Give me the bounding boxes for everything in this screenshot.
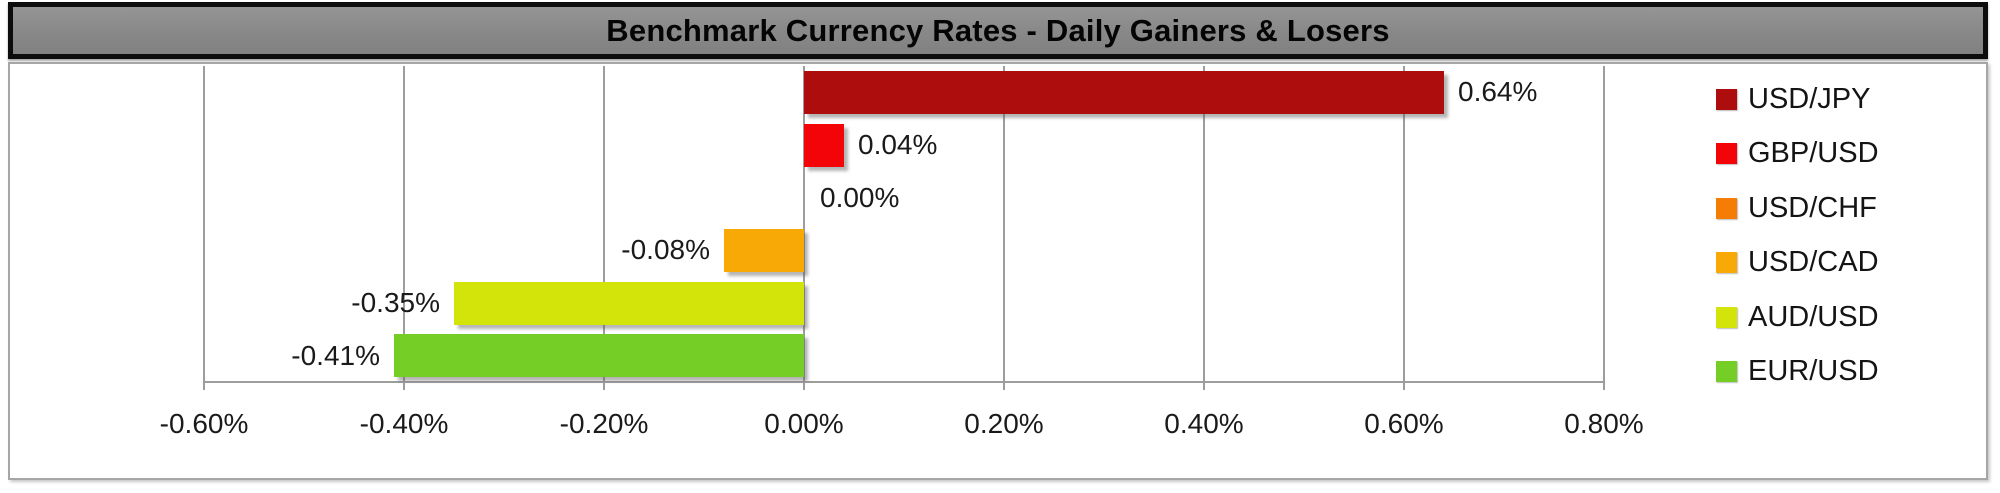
bar-eur-usd bbox=[394, 334, 804, 378]
legend-label: EUR/USD bbox=[1748, 355, 1879, 387]
legend-swatch bbox=[1716, 143, 1737, 164]
bar-value-label: 0.64% bbox=[1458, 76, 1538, 108]
axis-tick bbox=[1003, 382, 1005, 390]
bar-value-label: 0.00% bbox=[820, 181, 900, 213]
legend-swatch bbox=[1716, 88, 1737, 110]
bar-value-label: -0.41% bbox=[291, 339, 380, 371]
legend-label: USD/CAD bbox=[1748, 246, 1879, 278]
legend-swatch bbox=[1716, 306, 1737, 328]
axis-tick bbox=[1603, 382, 1605, 390]
bar-value-label: -0.08% bbox=[621, 234, 710, 266]
x-axis-tick-label: 0.40% bbox=[1164, 408, 1244, 439]
gridline bbox=[1003, 66, 1005, 382]
bar-usd-cad bbox=[724, 228, 804, 272]
legend-item-eur-usd: EUR/USD bbox=[1716, 355, 1879, 388]
bar-usd-jpy bbox=[804, 70, 1444, 114]
axis-tick bbox=[203, 382, 205, 390]
gridline bbox=[603, 66, 605, 382]
x-axis-tick-label: 0.60% bbox=[1364, 408, 1444, 439]
legend-label: GBP/USD bbox=[1748, 137, 1879, 169]
legend-label: USD/JPY bbox=[1748, 82, 1871, 115]
x-axis-tick-label: -0.40% bbox=[359, 408, 449, 439]
legend-label: AUD/USD bbox=[1748, 300, 1879, 333]
gridline bbox=[203, 66, 205, 382]
legend-item-gbp-usd: GBP/USD bbox=[1716, 137, 1879, 170]
axis-tick bbox=[1203, 382, 1205, 390]
legend-item-usd-cad: USD/CAD bbox=[1716, 246, 1879, 279]
bar-aud-usd bbox=[454, 281, 804, 325]
chart-title: Benchmark Currency Rates - Daily Gainers… bbox=[606, 12, 1390, 48]
legend-item-usd-chf: USD/CHF bbox=[1716, 192, 1877, 224]
gridline bbox=[1403, 66, 1405, 382]
axis-tick bbox=[1403, 382, 1405, 390]
legend-swatch bbox=[1716, 361, 1737, 382]
bar-gbp-usd bbox=[804, 123, 844, 167]
gridline bbox=[803, 66, 805, 382]
bar-value-label: -0.35% bbox=[351, 287, 440, 318]
bar-value-label: 0.04% bbox=[858, 129, 938, 160]
legend-item-usd-jpy: USD/JPY bbox=[1716, 83, 1870, 115]
x-axis-tick-label: -0.60% bbox=[159, 408, 249, 439]
x-axis-tick-label: 0.80% bbox=[1564, 408, 1644, 439]
gridline bbox=[1203, 66, 1205, 382]
axis-tick bbox=[403, 382, 405, 390]
legend-item-aud-usd: AUD/USD bbox=[1716, 301, 1879, 333]
axis-tick bbox=[603, 382, 605, 390]
axis-tick bbox=[803, 382, 805, 390]
legend-swatch bbox=[1716, 197, 1737, 219]
legend-swatch bbox=[1716, 252, 1737, 273]
chart-title-bar: Benchmark Currency Rates - Daily Gainers… bbox=[8, 2, 1988, 59]
chart-container: -0.60% -0.40% -0.20% 0.00% 0.20% 0.40% 0.60% 0.… bbox=[8, 62, 1988, 480]
x-axis-tick-label: 0.00% bbox=[764, 408, 844, 439]
gridline bbox=[403, 66, 405, 382]
plot-area: -0.60% -0.40% -0.20% 0.00% 0.20% 0.40% 0.60% 0.… bbox=[160, 66, 1644, 439]
x-axis-line bbox=[204, 381, 1604, 383]
x-axis-tick-label: -0.20% bbox=[559, 408, 649, 439]
x-axis-tick-label: 0.20% bbox=[964, 408, 1044, 439]
legend-label: USD/CHF bbox=[1748, 191, 1877, 224]
gridline bbox=[1603, 66, 1605, 382]
